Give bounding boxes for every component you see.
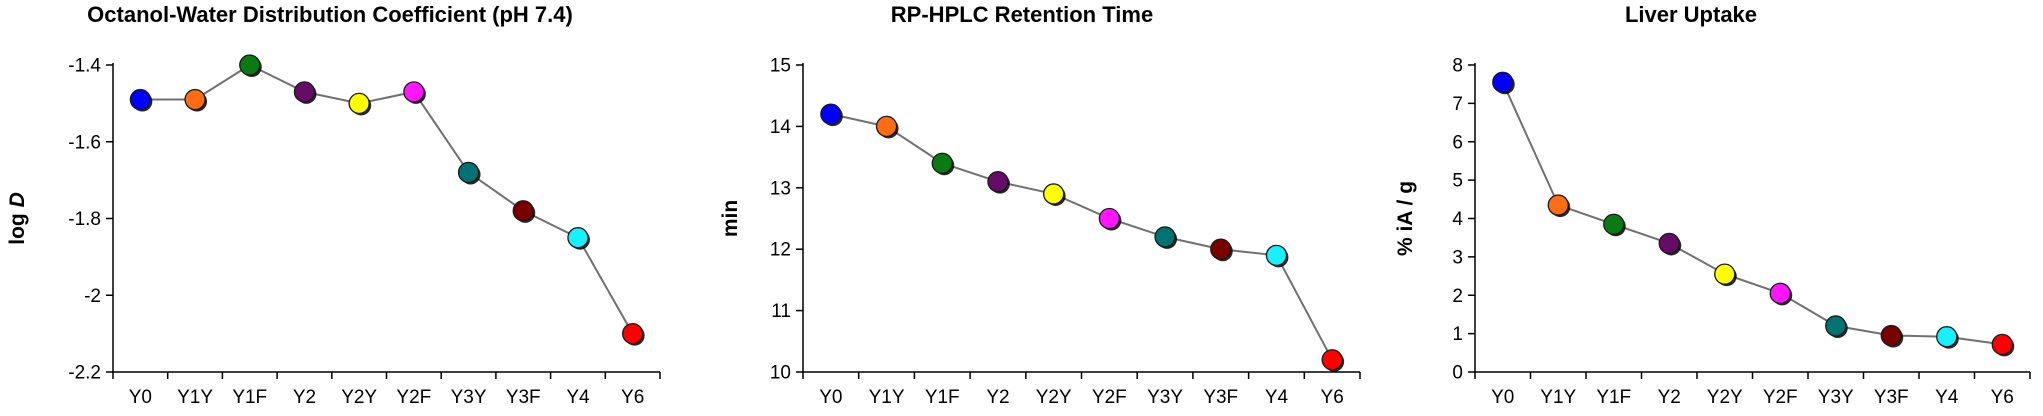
x-tick-label: Y0	[819, 387, 842, 408]
x-tick-label: Y4	[566, 387, 590, 408]
x-tick-label: Y6	[1321, 387, 1344, 408]
data-point-y0	[129, 88, 152, 111]
x-tick-label: Y1Y	[869, 387, 905, 408]
x-tick-label: Y3F	[1874, 387, 1909, 408]
y-tick-label: -1.4	[68, 56, 101, 77]
x-tick-label: Y1F	[1596, 387, 1631, 408]
x-tick-label: Y1Y	[177, 387, 213, 408]
y-tick-label: 1	[1452, 324, 1463, 345]
data-point-y2	[1658, 232, 1680, 255]
series-line	[830, 113, 1334, 361]
data-point-y3f	[1880, 324, 1902, 347]
data-point-y2f	[1098, 207, 1120, 230]
chart-title: RP-HPLC Retention Time	[891, 2, 1153, 27]
data-point-y6	[622, 322, 644, 345]
y-tick-label: -1.8	[68, 209, 101, 230]
x-tick-label: Y2Y	[341, 387, 377, 408]
x-tick-label: Y1F	[925, 387, 960, 408]
data-point-y0	[1492, 71, 1514, 93]
x-tick-label: Y1Y	[1540, 387, 1576, 408]
data-point-y2f	[1769, 282, 1791, 304]
data-point-y1f	[1603, 213, 1625, 235]
x-tick-label: Y3Y	[1818, 387, 1854, 408]
y-tick-label: -1.6	[68, 132, 101, 153]
data-point-y3f	[1210, 238, 1232, 260]
chart-title: Octanol-Water Distribution Coefficient (…	[87, 2, 573, 27]
x-tick-label: Y3F	[1203, 387, 1238, 408]
y-tick-label: 15	[770, 56, 791, 77]
y-axis-label-variable: D	[6, 192, 29, 207]
y-tick-label: 0	[1452, 363, 1463, 384]
data-point-y3f	[512, 200, 534, 222]
data-point-y4	[1936, 326, 1958, 348]
data-point-y2	[293, 81, 316, 103]
x-tick-label: Y3F	[506, 387, 541, 408]
y-tick-label: -2	[84, 286, 101, 307]
y-tick-label: 5	[1452, 171, 1463, 192]
x-tick-label: Y2Y	[1707, 387, 1743, 408]
data-point-y1y	[875, 115, 898, 138]
x-tick-label: Y4	[1935, 387, 1959, 408]
chart-panel-1: Octanol-Water Distribution Coefficient (…	[6, 2, 661, 408]
y-axis-label-prefix: log	[6, 207, 29, 244]
x-tick-label: Y2Y	[1036, 387, 1072, 408]
y-tick-label: 8	[1452, 56, 1463, 77]
x-tick-label: Y2F	[1763, 387, 1798, 408]
data-point-y6	[1321, 349, 1343, 371]
data-point-y6	[1991, 333, 2013, 356]
x-tick-label: Y3Y	[451, 387, 487, 408]
data-point-y4	[567, 227, 589, 249]
series-line	[1501, 81, 2003, 346]
data-point-y2f	[403, 81, 425, 103]
series-line	[140, 63, 634, 335]
data-point-y2y	[1043, 183, 1065, 205]
data-point-y0	[820, 103, 842, 125]
y-tick-label: -2.2	[68, 363, 101, 384]
x-tick-label: Y6	[621, 387, 644, 408]
data-point-y1f	[239, 54, 261, 76]
x-tick-label: Y0	[1491, 387, 1514, 408]
x-tick-label: Y3Y	[1147, 387, 1183, 408]
x-tick-label: Y6	[1991, 387, 2014, 408]
x-tick-label: Y1F	[232, 387, 267, 408]
data-point-y3y	[457, 161, 480, 184]
x-tick-label: Y4	[1265, 387, 1289, 408]
x-tick-label: Y2	[293, 387, 316, 408]
chart-title: Liver Uptake	[1625, 2, 1757, 27]
data-point-y2	[987, 171, 1009, 193]
y-tick-label: 13	[770, 178, 791, 199]
chart-panel-2: RP-HPLC Retention Time min 10 11 12 13 14 15 Y0 Y…	[719, 2, 1361, 408]
y-tick-label: 7	[1452, 94, 1463, 115]
data-point-y1y	[1547, 194, 1569, 216]
x-tick-label: Y2	[1658, 387, 1681, 408]
y-tick-label: 2	[1452, 286, 1463, 307]
y-tick-label: 10	[770, 363, 791, 384]
y-axis-label: % iA / g	[1394, 181, 1417, 256]
y-tick-label: 3	[1452, 247, 1463, 268]
y-axis-label: min	[719, 200, 742, 237]
x-tick-label: Y2F	[1092, 387, 1127, 408]
y-tick-label: 14	[770, 117, 792, 138]
data-point-y1f	[931, 152, 953, 174]
data-point-y2y	[348, 92, 370, 115]
data-point-y4	[1265, 244, 1288, 266]
data-point-y2y	[1714, 263, 1736, 285]
x-tick-label: Y2F	[396, 387, 431, 408]
data-point-y3y	[1154, 226, 1176, 248]
y-tick-label: 4	[1452, 209, 1463, 230]
x-tick-label: Y0	[129, 387, 152, 408]
x-tick-label: Y2	[986, 387, 1009, 408]
y-tick-label: 11	[771, 301, 791, 322]
y-axis-label: log D	[6, 192, 29, 245]
data-point-y3y	[1825, 315, 1847, 337]
y-tick-label: 12	[770, 240, 791, 261]
y-tick-label: 6	[1452, 132, 1463, 153]
data-point-y1y	[184, 88, 206, 111]
